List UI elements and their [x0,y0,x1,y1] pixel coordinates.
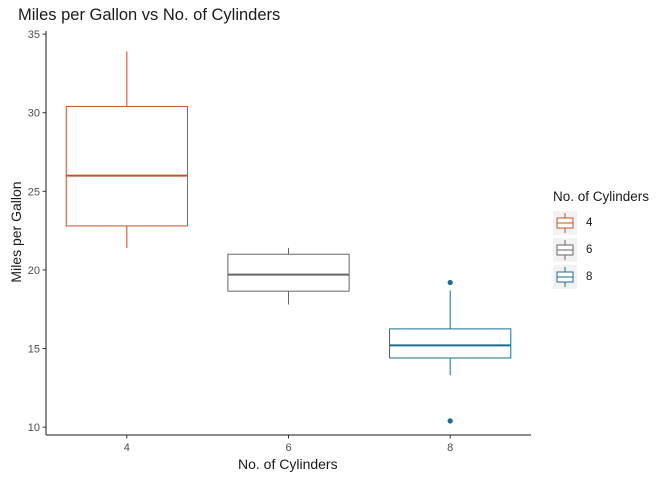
boxplot-group-8 [389,279,512,424]
legend-label: 6 [586,243,593,256]
legend-item-8: 8 [553,263,649,290]
box-iqr [389,328,512,359]
legend-item-4: 4 [553,209,649,236]
chart-title: Miles per Gallon vs No. of Cylinders [18,6,281,24]
boxplot-group-6 [227,247,350,305]
legend-items: 4 6 8 [553,209,649,290]
y-tick-label: 15 [28,344,40,356]
y-tick-label: 20 [28,265,40,277]
x-axis-label: No. of Cylinders [238,456,338,472]
legend: No. of Cylinders 4 6 8 [553,189,649,290]
y-tick-label: 35 [28,29,40,41]
legend-label: 8 [586,270,593,283]
legend-title: No. of Cylinders [553,189,650,204]
outlier-point [447,418,453,424]
box-iqr [227,253,350,292]
legend-key [553,210,577,235]
x-tick-label: 6 [285,442,291,454]
y-tick-label: 25 [28,186,40,198]
x-tick-label: 4 [124,442,130,454]
y-axis-label: Miles per Gallon [8,181,24,283]
box-iqr [65,105,188,227]
x-tick-label: 8 [447,442,453,454]
legend-key [553,264,577,289]
outlier-point [447,279,453,286]
y-tick-label: 10 [28,422,40,434]
legend-item-6: 6 [553,236,649,263]
legend-label: 4 [586,216,593,229]
legend-key [553,237,577,262]
y-tick-label: 30 [28,108,40,120]
boxplot-group-4 [65,51,188,248]
